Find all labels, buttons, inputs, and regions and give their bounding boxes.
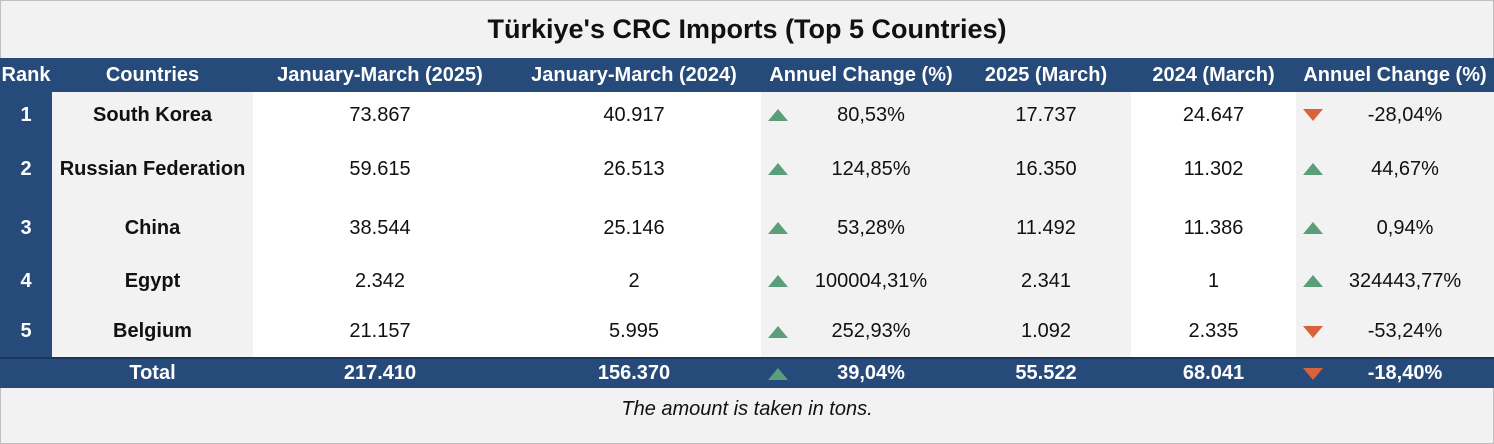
up-triangle-icon bbox=[768, 222, 788, 234]
m2025-cell: 1.092 bbox=[961, 306, 1131, 358]
up-triangle-icon bbox=[768, 367, 788, 380]
q-change-cell: 124,85% bbox=[761, 138, 961, 200]
header-q2024: January-March (2024) bbox=[507, 58, 761, 92]
chart-title: Türkiye's CRC Imports (Top 5 Countries) bbox=[487, 14, 1007, 44]
m2024-cell: 24.647 bbox=[1131, 92, 1296, 138]
q2025-cell: 59.615 bbox=[253, 138, 507, 200]
country-cell: Belgium bbox=[52, 306, 253, 358]
q2024-cell: 40.917 bbox=[507, 92, 761, 138]
m-change-cell-value: -53,24% bbox=[1367, 320, 1443, 342]
m-change-cell-value: 324443,77% bbox=[1348, 269, 1462, 292]
table-row: 4 Egypt 2.342 2 100004,31% 2.341 1 324443,77% bbox=[0, 256, 1494, 306]
table-row: 5 Belgium 21.157 5.995 252,93% 1.092 2.335 -53,… bbox=[0, 306, 1494, 358]
country-cell: Russian Federation bbox=[52, 138, 253, 200]
header-m2025: 2025 (March) bbox=[961, 58, 1131, 92]
m-change-cell: 44,67% bbox=[1296, 138, 1494, 200]
up-triangle-icon bbox=[768, 275, 788, 287]
total-m2025: 55.522 bbox=[961, 357, 1131, 388]
q-change-cell-value: 100004,31% bbox=[814, 269, 928, 292]
q-change-cell-value: 53,28% bbox=[837, 216, 905, 239]
total-q-change: 39,04% bbox=[761, 357, 961, 388]
footnote: The amount is taken in tons. bbox=[621, 398, 873, 420]
up-triangle-icon bbox=[768, 163, 788, 175]
m-change-cell-value: -28,04% bbox=[1367, 103, 1443, 126]
q-change-cell: 100004,31% bbox=[761, 256, 961, 306]
header-q-change: Annuel Change (%) bbox=[761, 58, 961, 92]
m-change-cell: -53,24% bbox=[1296, 306, 1494, 358]
up-triangle-icon bbox=[768, 109, 788, 121]
q2025-cell: 21.157 bbox=[253, 306, 507, 358]
rank-cell: 4 bbox=[0, 256, 52, 306]
table-row: 2 Russian Federation 59.615 26.513 124,85% 16… bbox=[0, 138, 1494, 200]
rank-cell: 2 bbox=[0, 138, 52, 200]
header-m2024: 2024 (March) bbox=[1131, 58, 1296, 92]
q2025-cell: 2.342 bbox=[253, 256, 507, 306]
total-rank-cell bbox=[0, 357, 52, 388]
down-triangle-icon bbox=[1303, 325, 1323, 338]
country-cell: China bbox=[52, 200, 253, 256]
table-row: 3 China 38.544 25.146 53,28% 11.492 11.386 0,94… bbox=[0, 200, 1494, 256]
q2024-cell: 2 bbox=[507, 256, 761, 306]
up-triangle-icon bbox=[1303, 163, 1323, 175]
country-cell: South Korea bbox=[52, 92, 253, 138]
m-change-cell: 324443,77% bbox=[1296, 256, 1494, 306]
m-change-cell-value: 44,67% bbox=[1371, 157, 1439, 180]
m2025-cell: 11.492 bbox=[961, 200, 1131, 256]
m2025-cell: 16.350 bbox=[961, 138, 1131, 200]
header-m-change: Annuel Change (%) bbox=[1296, 58, 1494, 92]
country-cell: Egypt bbox=[52, 256, 253, 306]
table-row: 1 South Korea 73.867 40.917 80,53% 17.737 24.6… bbox=[0, 92, 1494, 138]
m2024-cell: 11.302 bbox=[1131, 138, 1296, 200]
m2025-cell: 17.737 bbox=[961, 92, 1131, 138]
up-triangle-icon bbox=[1303, 275, 1323, 287]
rank-cell: 1 bbox=[0, 92, 52, 138]
total-q2025: 217.410 bbox=[253, 357, 507, 388]
rank-cell: 5 bbox=[0, 306, 52, 358]
header-countries: Countries bbox=[52, 58, 253, 92]
up-triangle-icon bbox=[1303, 222, 1323, 234]
total-q-change-value: 39,04% bbox=[837, 362, 905, 384]
total-m2024: 68.041 bbox=[1131, 357, 1296, 388]
m2024-cell: 11.386 bbox=[1131, 200, 1296, 256]
q2025-cell: 73.867 bbox=[253, 92, 507, 138]
m2025-cell: 2.341 bbox=[961, 256, 1131, 306]
m2024-cell: 2.335 bbox=[1131, 306, 1296, 358]
q-change-cell-value: 124,85% bbox=[831, 157, 911, 180]
q-change-cell: 252,93% bbox=[761, 306, 961, 358]
total-m-change: -18,40% bbox=[1296, 357, 1494, 388]
q-change-cell-value: 80,53% bbox=[837, 103, 905, 126]
m2024-cell: 1 bbox=[1131, 256, 1296, 306]
q2024-cell: 26.513 bbox=[507, 138, 761, 200]
header-rank: Rank bbox=[0, 58, 52, 92]
m-change-cell: -28,04% bbox=[1296, 92, 1494, 138]
total-m-change-value: -18,40% bbox=[1367, 362, 1443, 384]
q2024-cell: 5.995 bbox=[507, 306, 761, 358]
total-row: Total 217.410 156.370 39,04% 55.522 68.041 -18… bbox=[0, 357, 1494, 388]
m-change-cell: 0,94% bbox=[1296, 200, 1494, 256]
q-change-cell: 53,28% bbox=[761, 200, 961, 256]
q-change-cell-value: 252,93% bbox=[831, 320, 911, 342]
imports-table: Rank Countries January-March (2025) Janu… bbox=[0, 58, 1494, 388]
q-change-cell: 80,53% bbox=[761, 92, 961, 138]
total-label: Total bbox=[52, 357, 253, 388]
rank-cell: 3 bbox=[0, 200, 52, 256]
q2024-cell: 25.146 bbox=[507, 200, 761, 256]
m-change-cell-value: 0,94% bbox=[1376, 216, 1434, 239]
total-q2024: 156.370 bbox=[507, 357, 761, 388]
down-triangle-icon bbox=[1303, 109, 1323, 121]
header-row: Rank Countries January-March (2025) Janu… bbox=[0, 58, 1494, 92]
q2025-cell: 38.544 bbox=[253, 200, 507, 256]
up-triangle-icon bbox=[768, 325, 788, 338]
header-q2025: January-March (2025) bbox=[253, 58, 507, 92]
down-triangle-icon bbox=[1303, 367, 1323, 380]
